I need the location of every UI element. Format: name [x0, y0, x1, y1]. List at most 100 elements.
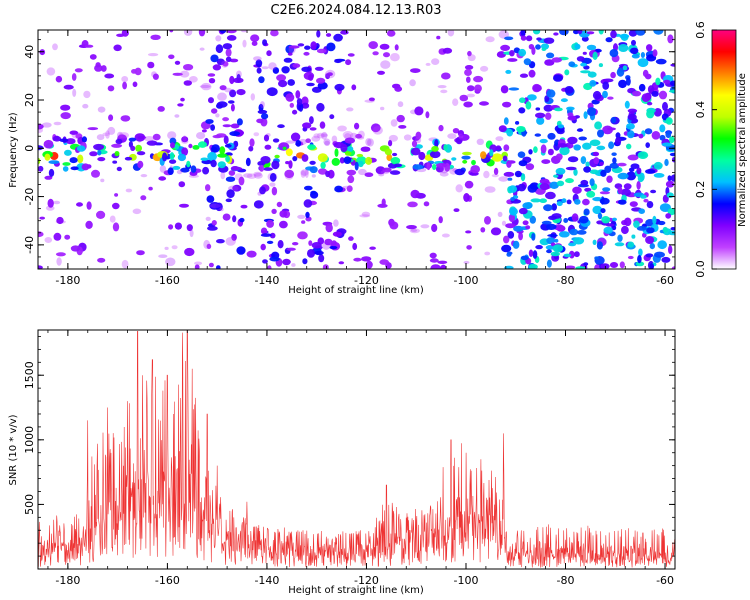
heatmap-cell	[112, 202, 120, 210]
heatmap-cell	[510, 197, 515, 201]
heatmap-cell	[217, 161, 226, 169]
heatmap-cell	[567, 156, 579, 163]
heatmap-cell	[498, 125, 507, 133]
heatmap-cell	[631, 234, 636, 239]
heatmap-cell	[645, 142, 650, 149]
heatmap-cell	[394, 44, 399, 51]
heatmap-cell	[557, 124, 565, 129]
heatmap-cell	[464, 65, 474, 70]
heatmap-cell	[226, 30, 237, 34]
colorbar-tick-label: 0.6	[694, 21, 707, 39]
heatmap-cell	[148, 186, 153, 191]
heatmap-cell	[229, 131, 241, 137]
heatmap-cell	[243, 173, 253, 178]
heatmap-cell	[259, 164, 265, 172]
x-tick-label: -60	[656, 274, 674, 287]
heatmap-cell	[392, 152, 398, 157]
heatmap-cell	[582, 51, 587, 55]
heatmap-cell	[326, 33, 332, 37]
heatmap-cell	[619, 261, 625, 269]
heatmap-cell	[112, 160, 118, 164]
heatmap-cell	[271, 186, 278, 196]
heatmap-cell	[96, 210, 106, 219]
heatmap-cell	[651, 131, 661, 140]
heatmap-cell	[466, 93, 475, 98]
heatmap-cell	[577, 30, 583, 35]
heatmap-cell	[272, 67, 280, 74]
heatmap-cell	[348, 53, 355, 57]
heatmap-cell	[240, 30, 248, 33]
heatmap-cell	[638, 248, 643, 257]
heatmap-cell	[331, 135, 338, 143]
heatmap-cell	[583, 262, 589, 266]
heatmap-cell	[205, 216, 211, 221]
heatmap-cell	[664, 158, 669, 167]
heatmap-cell	[100, 65, 107, 72]
heatmap-cell	[318, 168, 328, 175]
colorbar-tick-label: 0.4	[694, 101, 707, 119]
heatmap-cell	[509, 50, 515, 57]
heatmap-cell	[484, 216, 491, 225]
heatmap-cell	[310, 41, 317, 50]
heatmap-cell	[380, 106, 385, 111]
heatmap-cell	[623, 183, 632, 190]
heatmap-cell	[462, 151, 472, 156]
heatmap-cell	[147, 61, 155, 69]
heatmap-cell	[525, 163, 535, 171]
heatmap-cell	[587, 107, 596, 117]
heatmap-cell	[535, 112, 546, 119]
heatmap-cell	[665, 180, 675, 188]
heatmap-cell	[56, 216, 64, 225]
heatmap-cell	[617, 172, 629, 180]
heatmap-cell	[77, 154, 84, 164]
heatmap-cell	[671, 157, 675, 163]
heatmap-cell	[611, 116, 617, 124]
heatmap-cell	[338, 261, 345, 265]
heatmap-cell	[545, 112, 552, 120]
heatmap-cell	[502, 101, 512, 108]
heatmap-cell	[340, 143, 348, 153]
heatmap-cell	[134, 67, 142, 76]
heatmap-cell	[463, 101, 473, 108]
heatmap-cell	[117, 131, 123, 139]
heatmap-cell	[409, 79, 416, 87]
heatmap-cell	[199, 47, 205, 51]
heatmap-cell	[550, 251, 560, 257]
heatmap-cell	[473, 75, 484, 83]
heatmap-cell	[393, 163, 403, 168]
heatmap-cell	[592, 90, 602, 100]
y-tick-label: 40	[23, 45, 36, 59]
heatmap-cell	[344, 151, 352, 156]
heatmap-cell	[320, 133, 328, 137]
heatmap-cell	[285, 161, 290, 165]
heatmap-cell	[508, 214, 515, 223]
heatmap-cell	[174, 60, 181, 65]
heatmap-cell	[547, 132, 556, 140]
heatmap-cell	[222, 213, 231, 221]
heatmap-cell	[610, 71, 616, 79]
heatmap-cell	[598, 63, 604, 68]
heatmap-cell	[665, 130, 672, 139]
heatmap-cell	[296, 98, 303, 106]
heatmap-cell	[233, 77, 244, 84]
heatmap-cell	[435, 163, 447, 168]
heatmap-cell	[569, 228, 579, 236]
heatmap-cell	[554, 107, 563, 112]
heatmap-cell	[637, 174, 644, 183]
heatmap-cell	[568, 242, 577, 247]
y-tick-label: -20	[23, 188, 36, 206]
heatmap-cell	[334, 148, 339, 157]
heatmap-cell	[528, 249, 534, 257]
heatmap-cell	[347, 146, 354, 152]
heatmap-cell	[519, 73, 529, 78]
heatmap-cell	[661, 142, 673, 147]
heatmap-cell	[443, 144, 448, 151]
heatmap-cell	[609, 49, 619, 58]
heatmap-cell	[311, 174, 316, 178]
heatmap-cell	[221, 60, 229, 68]
heatmap-cell	[636, 226, 647, 231]
heatmap-cell	[563, 218, 569, 223]
heatmap-cell	[97, 106, 106, 113]
heatmap-cell	[206, 243, 212, 249]
